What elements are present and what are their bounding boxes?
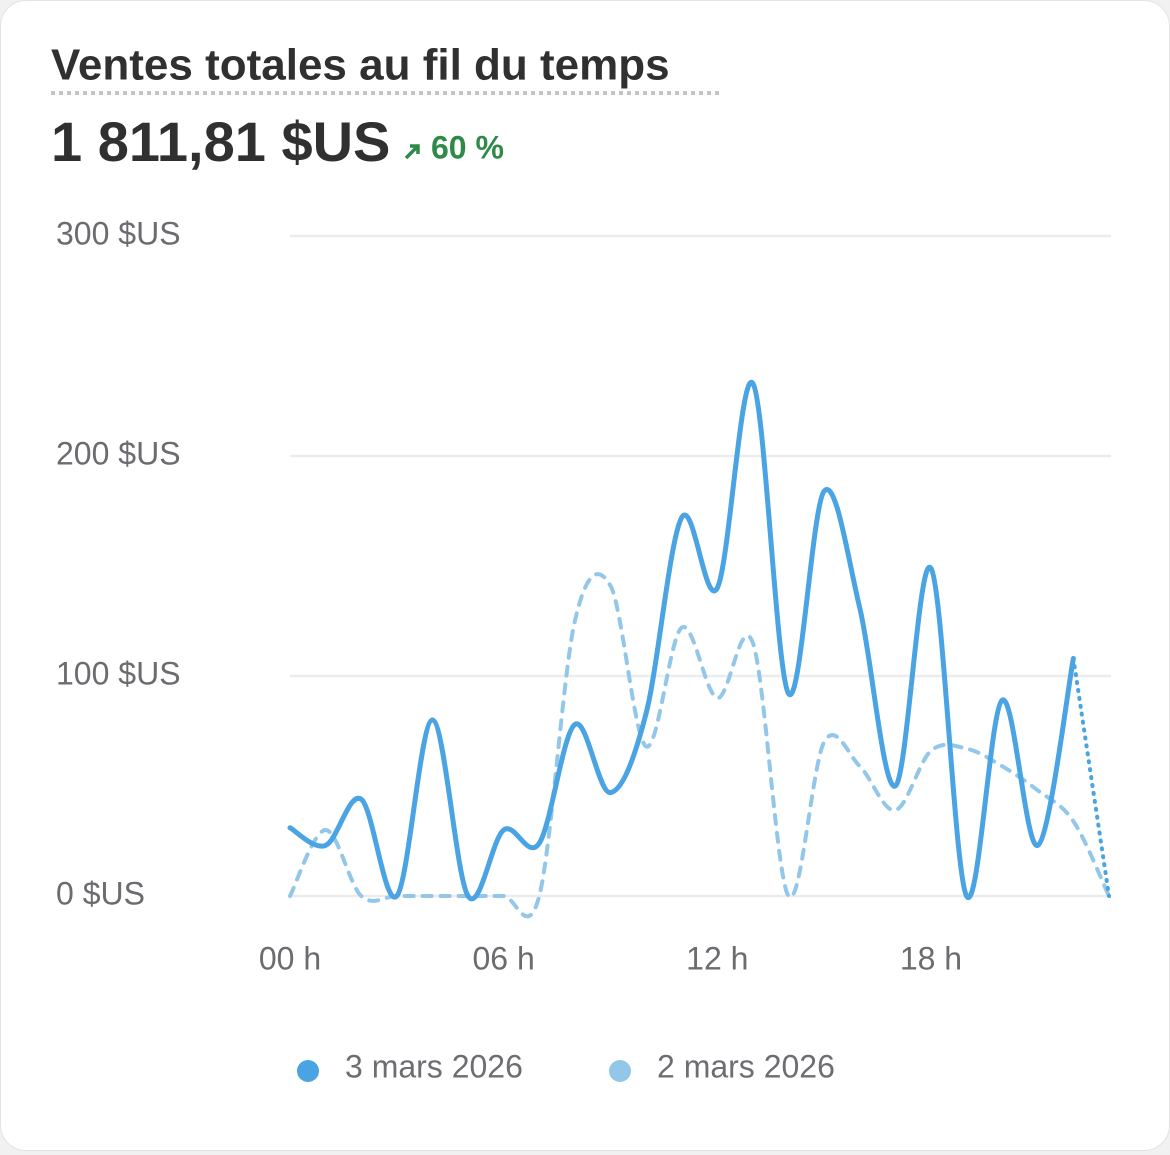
x-tick-label: 12 h <box>686 940 748 976</box>
y-tick-label: 100 $US <box>56 655 181 691</box>
series-line <box>1071 656 1111 898</box>
x-tick-label: 18 h <box>900 940 962 976</box>
series-line <box>288 572 1111 919</box>
legend-label: 2 mars 2026 <box>657 1048 835 1084</box>
x-tick-label: 00 h <box>259 940 321 976</box>
chart-title: Ventes totales au fil du temps <box>51 41 670 90</box>
change: 60 % <box>431 129 504 165</box>
up-arrow <box>404 144 420 160</box>
legend-label: 3 mars 2026 <box>345 1048 523 1084</box>
legend-marker <box>297 1060 319 1082</box>
y-tick-label: 0 $US <box>56 875 145 911</box>
legend-marker <box>609 1060 631 1082</box>
series-line <box>287 380 1076 902</box>
x-tick-label: 06 h <box>473 940 535 976</box>
y-tick-label: 300 $US <box>56 215 181 251</box>
y-tick-label: 200 $US <box>56 435 181 471</box>
total-value: 1 811,81 $US <box>51 110 390 173</box>
